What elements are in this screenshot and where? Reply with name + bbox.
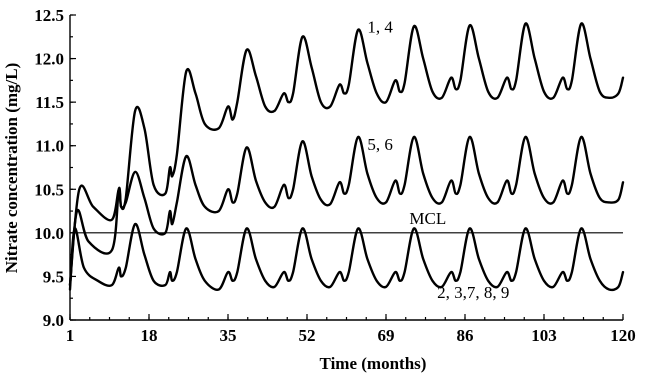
x-tick-label: 69 (378, 326, 395, 345)
x-tick-label: 1 (66, 326, 75, 345)
annotation-label: MCL (409, 209, 446, 228)
series-line-2 (68, 135, 625, 287)
y-axis-title: Nitrate concentration (mg/L) (2, 63, 21, 274)
series-line-3 (68, 222, 625, 292)
y-tick-label: 11.5 (35, 93, 64, 112)
series-line-1 (68, 22, 625, 287)
x-tick-label: 103 (531, 326, 557, 345)
y-tick-label: 10.5 (34, 180, 64, 199)
y-tick-label: 9.5 (43, 267, 64, 286)
x-tick-label: 86 (457, 326, 474, 345)
x-axis-title: Time (months) (320, 354, 427, 373)
annotation-label: 5, 6 (367, 135, 393, 154)
annotations: 1, 4 5, 6 MCL 2, 3,7, 8, 9 (367, 17, 509, 302)
x-tick-label: 120 (610, 326, 636, 345)
annotation-label: 1, 4 (367, 17, 393, 36)
x-tick-label: 18 (141, 326, 158, 345)
x-tick-label: 52 (299, 326, 316, 345)
x-tick-label: 35 (220, 326, 237, 345)
series-lines (68, 22, 625, 292)
y-tick-label: 9.0 (43, 311, 64, 330)
axes: 1 18 35 52 69 86 103 120 9.0 9.5 10.0 10.5 11.0 11.5 1… (34, 6, 636, 345)
y-tick-label: 11.0 (35, 137, 64, 156)
annotation-label: 2, 3,7, 8, 9 (437, 283, 509, 302)
y-tick-label: 10.0 (34, 224, 64, 243)
y-tick-label: 12.5 (34, 6, 64, 25)
y-tick-label: 12.0 (34, 50, 64, 69)
